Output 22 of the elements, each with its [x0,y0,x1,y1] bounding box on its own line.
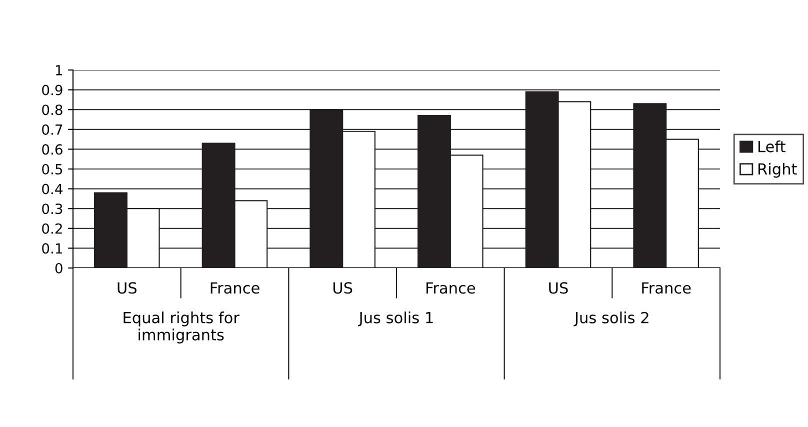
y-tick-label: 0.4 [42,184,62,194]
x-tick-label: US [333,282,352,294]
y-tick-label: 0.7 [42,124,62,135]
x-tick-label: France [642,282,691,294]
y-tick-label: 0.1 [42,243,62,254]
y-tick-label: 0.9 [42,84,62,96]
text: Jus solis 2 [574,312,648,326]
x-tick-label: France [210,282,260,294]
legend-label: Left [758,140,786,152]
y-tick-label: 0.6 [42,144,62,155]
text: Jus solis 1 [358,312,433,326]
x-tick-label: France [426,282,476,294]
y-tick-label: 0.3 [42,204,62,214]
x-tick-label: US [549,282,568,294]
y-tick-label: 0.5 [42,164,62,174]
x-tick-label: US [118,282,137,294]
y-tick-label: 1 [56,65,62,76]
legend-label: Right [758,162,797,178]
text: Equal rights for immigrants [124,312,240,344]
y-tick-label: 0.8 [42,104,62,116]
y-tick-label: 0.2 [42,223,62,234]
y-tick-label: 0 [55,262,62,274]
